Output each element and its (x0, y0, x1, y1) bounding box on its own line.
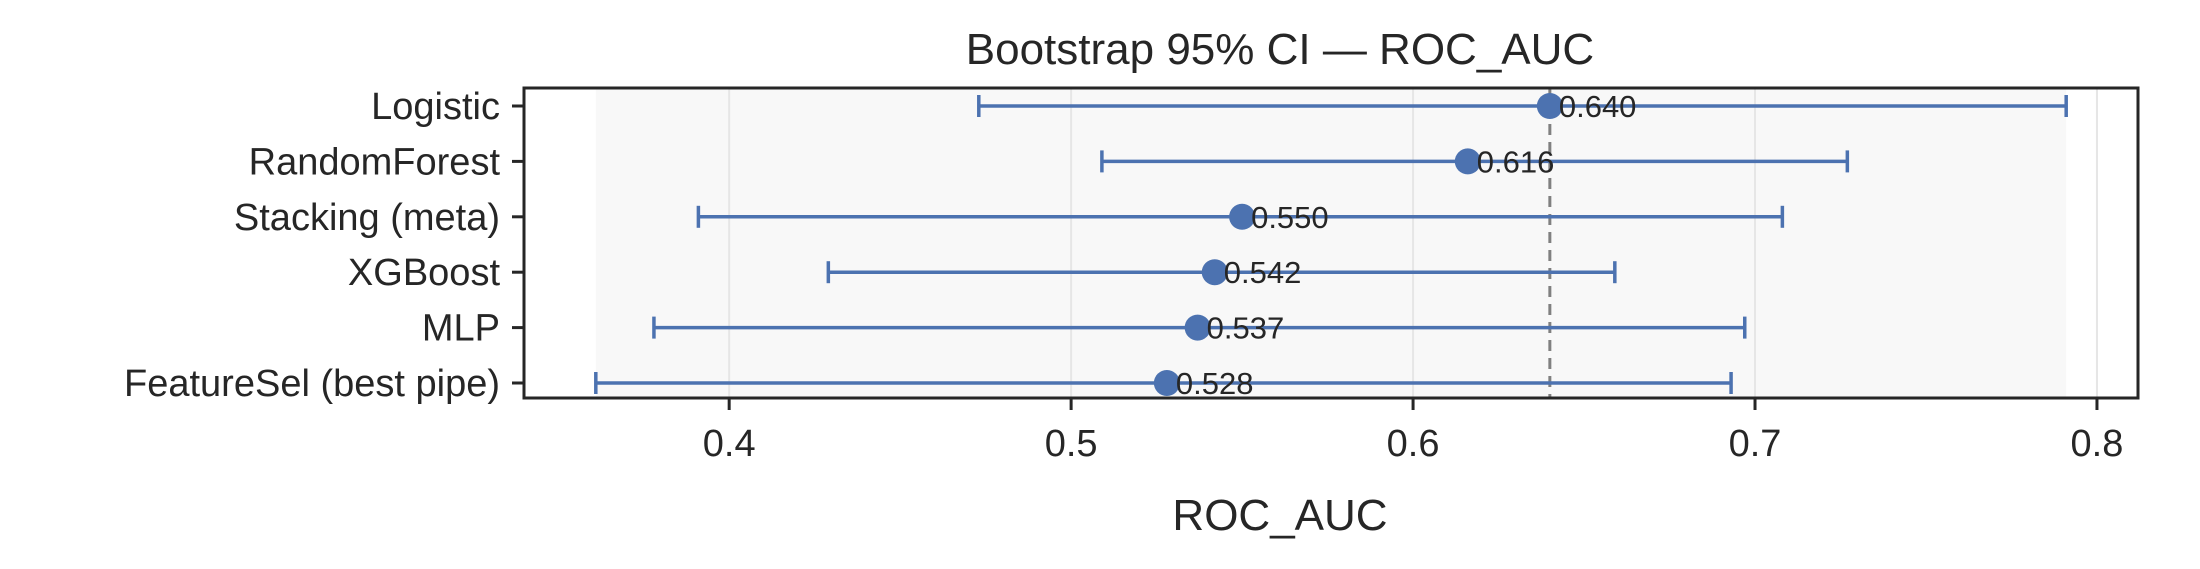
y-tick-label: Stacking (meta) (234, 197, 500, 239)
value-label: 0.542 (1224, 255, 1302, 290)
y-axis-ticks: Logistic RandomForest Stacking (meta) XGBoo… (124, 86, 524, 405)
point-markers (1153, 93, 1563, 396)
value-label: 0.616 (1477, 144, 1555, 179)
ci-range-shade (595, 88, 2067, 398)
x-tick-label: 0.5 (1045, 423, 1098, 465)
axes-frame (522, 86, 2140, 400)
x-axis-label: ROC_AUC (1172, 491, 1387, 540)
plot-background (595, 88, 2067, 398)
point-marker (1229, 203, 1256, 230)
y-tick-label: Logistic (371, 86, 500, 128)
y-tick-label: MLP (422, 308, 500, 350)
point-marker (1184, 314, 1211, 341)
y-tick-label: XGBoost (348, 252, 501, 294)
point-marker (1454, 148, 1481, 175)
y-tick-label: RandomForest (249, 141, 501, 183)
value-label: 0.528 (1176, 366, 1254, 401)
chart-title: Bootstrap 95% CI — ROC_AUC (966, 25, 1594, 74)
x-tick-label: 0.4 (703, 423, 756, 465)
x-gridlines (728, 88, 2098, 398)
y-tick-label: FeatureSel (best pipe) (124, 363, 500, 405)
point-marker (1201, 259, 1228, 286)
x-tick-label: 0.6 (1387, 423, 1440, 465)
point-marker (1153, 370, 1180, 396)
value-label: 0.640 (1559, 89, 1637, 124)
x-axis-ticks: 0.4 0.5 0.6 0.7 0.8 (703, 398, 2124, 465)
value-label: 0.537 (1207, 311, 1285, 346)
value-label: 0.550 (1251, 200, 1329, 235)
x-tick-label: 0.8 (2071, 423, 2124, 465)
x-tick-label: 0.7 (1729, 423, 1782, 465)
point-marker (1536, 93, 1563, 119)
